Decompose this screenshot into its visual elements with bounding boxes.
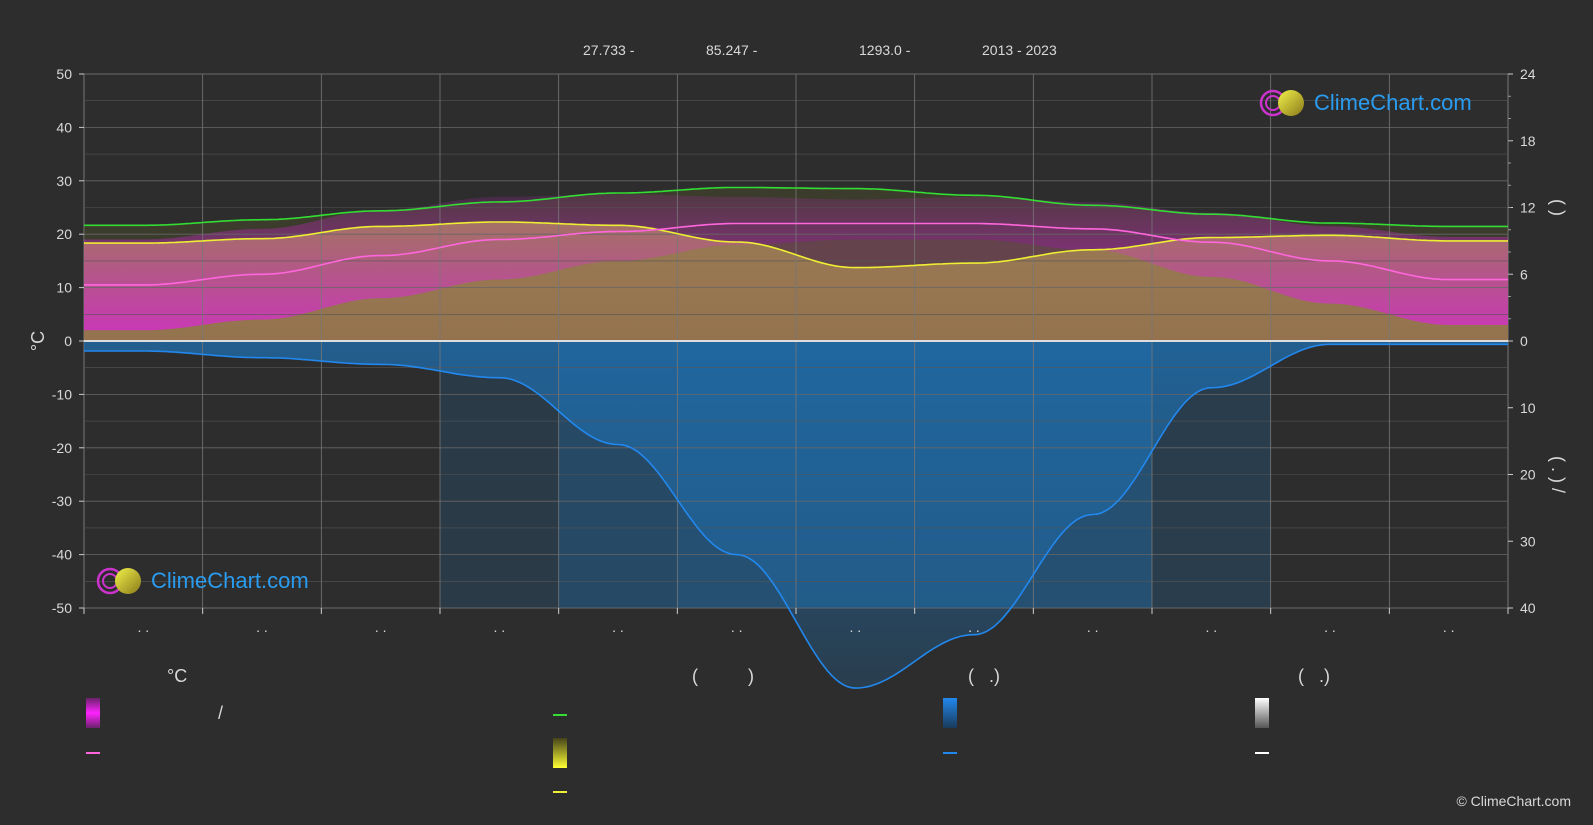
y2-bottom-tick-label: 30 — [1520, 533, 1536, 549]
y2-bottom-tick-label: 40 — [1520, 600, 1536, 616]
legend-line-daylight — [553, 714, 567, 716]
x-tick-label: . . — [1443, 619, 1455, 635]
x-tick-label: . . — [1205, 619, 1217, 635]
y2-top-tick-label: 6 — [1520, 266, 1528, 282]
daylight-line — [84, 186, 1508, 228]
year-range-label: 2013 - 2023 — [982, 42, 1057, 58]
sunshine-line — [84, 221, 1508, 269]
x-tick-label: . . — [1324, 619, 1336, 635]
legend-sun-header: ( ) — [692, 666, 754, 686]
y2-top-tick-label: 12 — [1520, 200, 1536, 216]
y-tick-label: -10 — [52, 386, 72, 402]
legend-line-sunshine — [553, 791, 567, 793]
y-tick-label: -30 — [52, 493, 72, 509]
brand-name: ClimeChart.com — [1314, 90, 1472, 115]
y2-top-tick-label: 18 — [1520, 133, 1536, 149]
legend-line-temp-mean — [86, 752, 100, 754]
legend-temperature-header: °C — [167, 666, 188, 686]
logo-icon — [96, 567, 141, 595]
x-tick-label: . . — [849, 619, 861, 635]
y-tick-label: 20 — [56, 226, 72, 242]
y2-bottom-tick-label: 20 — [1520, 467, 1536, 483]
legend-line-rain — [943, 752, 957, 754]
brand-logo-top[interactable]: ClimeChart.com — [1258, 88, 1472, 118]
y-tick-label: 0 — [64, 333, 72, 349]
rain-line — [84, 343, 1508, 689]
legend-swatch-temp-range — [86, 698, 100, 728]
y2-top-axis-label: ( ) — [1548, 199, 1568, 216]
y2-top-tick-label: 24 — [1520, 66, 1536, 82]
x-tick-label: . . — [256, 619, 268, 635]
legend-swatch-sunshine — [553, 738, 567, 768]
y-tick-label: 30 — [56, 173, 72, 189]
brand-name: ClimeChart.com — [151, 568, 309, 593]
brand-logo-bottom[interactable]: ClimeChart.com — [95, 566, 309, 596]
legend-swatch-snow — [1255, 698, 1269, 728]
y-tick-label: 50 — [56, 66, 72, 82]
logo-icon — [1259, 89, 1304, 117]
x-tick-label: . . — [137, 619, 149, 635]
y2-bottom-axis-label: ( . ) / — [1548, 456, 1568, 493]
legend-snow-header: ( .) — [1298, 666, 1330, 686]
legend-rain-header: ( .) — [968, 666, 1000, 686]
x-tick-label: . . — [731, 619, 743, 635]
y-tick-label: -20 — [52, 440, 72, 456]
legend-line-snow — [1255, 752, 1269, 754]
temp-mean-line — [84, 222, 1508, 286]
longitude-label: 85.247 - — [706, 42, 758, 58]
y-tick-label: 10 — [56, 280, 72, 296]
legend-swatch-rain — [943, 698, 957, 728]
x-tick-label: . . — [493, 619, 505, 635]
legend-slash: / — [218, 703, 224, 723]
y-tick-label: -50 — [52, 600, 72, 616]
latitude-label: 27.733 - — [583, 42, 635, 58]
x-tick-label: . . — [375, 619, 387, 635]
y-axis-label: °C — [28, 331, 48, 351]
x-tick-label: . . — [612, 619, 624, 635]
x-tick-label: . . — [1087, 619, 1099, 635]
copyright: © ClimeChart.com — [1456, 793, 1571, 809]
y2-top-tick-label: 0 — [1520, 333, 1528, 349]
x-tick-label: . . — [968, 619, 980, 635]
y-tick-label: 40 — [56, 119, 72, 135]
y2-bottom-tick-label: 10 — [1520, 400, 1536, 416]
y-tick-label: -40 — [52, 547, 72, 563]
elevation-label: 1293.0 - — [859, 42, 911, 58]
